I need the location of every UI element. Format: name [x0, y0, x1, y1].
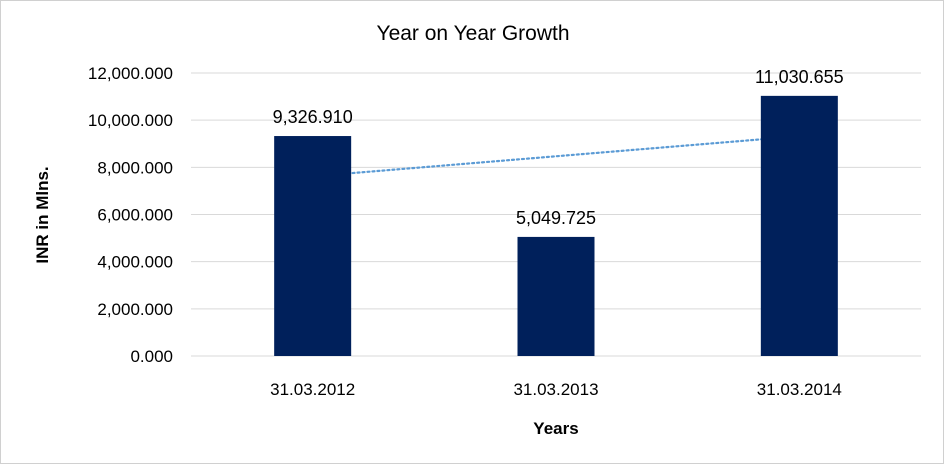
data-labels: 9,326.910 5,049.725 11,030.655 [273, 67, 844, 228]
bar [760, 95, 838, 357]
x-tick-labels: 31.03.2012 31.03.2013 31.03.2014 [270, 380, 842, 399]
y-axis-label: INR in Mlns. [33, 166, 52, 263]
y-tick-label: 12,000.000 [88, 64, 173, 83]
trendline [311, 135, 801, 178]
x-axis-label: Years [533, 419, 578, 438]
bar [274, 136, 352, 356]
x-tick-label: 31.03.2013 [513, 380, 598, 399]
y-tick-labels: 0.000 2,000.000 4,000.000 6,000.000 8,000.00… [88, 64, 173, 366]
y-tick-label: 8,000.000 [97, 158, 173, 177]
data-label: 9,326.910 [273, 107, 353, 127]
bars [274, 95, 838, 357]
chart-title: Year on Year Growth [376, 22, 569, 45]
bar [517, 236, 595, 356]
y-tick-label: 4,000.000 [97, 253, 173, 272]
y-tick-label: 10,000.000 [88, 111, 173, 130]
y-tick-label: 6,000.000 [97, 206, 173, 225]
data-label: 11,030.655 [755, 67, 844, 87]
y-tick-label: 2,000.000 [97, 300, 173, 319]
data-label: 5,049.725 [516, 208, 596, 228]
x-tick-label: 31.03.2012 [270, 380, 355, 399]
y-tick-label: 0.000 [130, 347, 173, 366]
x-tick-label: 31.03.2014 [757, 380, 842, 399]
trendline-group [311, 135, 801, 178]
